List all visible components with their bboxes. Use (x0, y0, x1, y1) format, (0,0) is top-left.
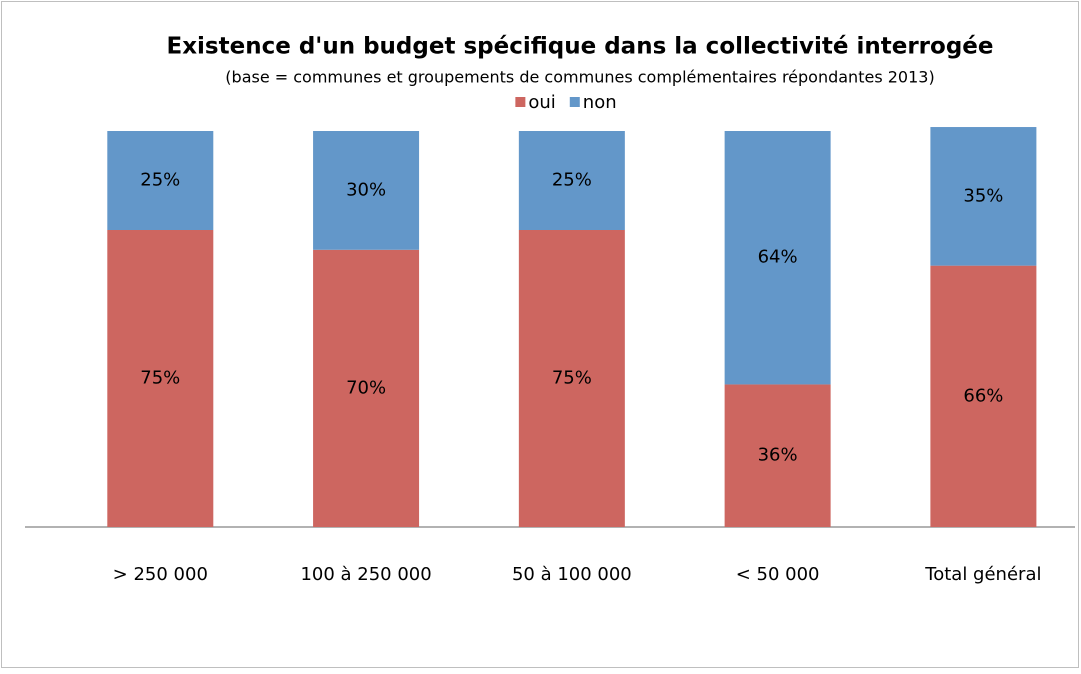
data-label: 75% (140, 368, 180, 389)
x-tick-label: Total général (924, 564, 1041, 585)
legend-label: non (583, 92, 617, 113)
bar-segment (518, 131, 625, 230)
bar-segment (107, 131, 214, 230)
data-label: 64% (758, 247, 798, 268)
data-label: 30% (346, 179, 386, 200)
bar-segment (930, 265, 1037, 527)
x-tick-label: > 250 000 (113, 564, 208, 585)
data-label: 25% (140, 170, 180, 191)
data-label: 75% (552, 368, 592, 389)
legend-label: oui (528, 92, 555, 113)
data-label: 66% (963, 385, 1003, 406)
data-label: 36% (758, 445, 798, 466)
chart-subtitle: (base = communes et groupements de commu… (225, 68, 934, 87)
bar-segment (313, 249, 420, 528)
x-tick-label: < 50 000 (736, 564, 820, 585)
bar-segment (724, 131, 831, 385)
x-tick-label: 50 à 100 000 (512, 564, 632, 585)
chart-title: Existence d'un budget spécifique dans la… (167, 34, 994, 60)
bar-segment (313, 131, 420, 250)
legend-swatch (569, 97, 580, 107)
data-label: 25% (552, 170, 592, 191)
bar-segment (724, 384, 831, 527)
bar-segment (930, 127, 1037, 266)
x-tick-label: 100 à 250 000 (300, 564, 431, 585)
legend-swatch (515, 97, 526, 107)
data-label: 70% (346, 377, 386, 398)
data-label: 35% (963, 185, 1003, 206)
bar-segment (107, 230, 214, 527)
bar-segment (518, 230, 625, 527)
